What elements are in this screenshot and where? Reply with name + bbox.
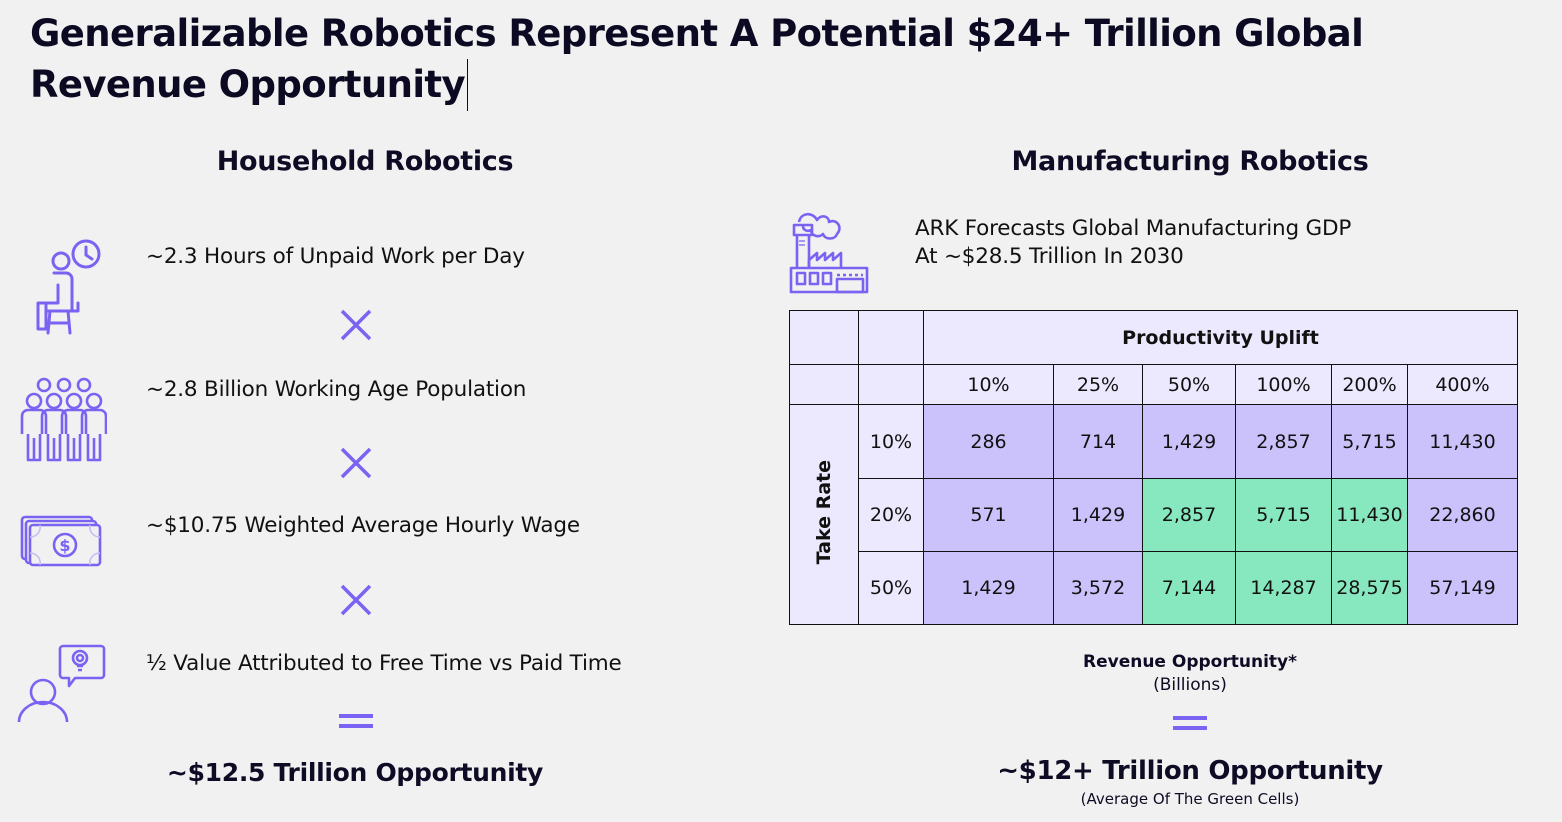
household-item-value: ½ Value Attributed to Free Time vs Paid … xyxy=(146,651,622,676)
column-header: 400% xyxy=(1407,364,1518,405)
table-cell: 714 xyxy=(1053,404,1143,479)
equals-bar xyxy=(339,724,373,728)
table-row: 50% 1,429 3,572 7,144 14,287 28,575 57,1… xyxy=(790,551,1518,625)
table-row: Take Rate 10% 286 714 1,429 2,857 5,715 … xyxy=(789,404,1518,625)
ark-forecast: ARK Forecasts Global Manufacturing GDP A… xyxy=(915,215,1351,271)
productivity-uplift-header: Productivity Uplift xyxy=(923,310,1518,365)
column-header: 200% xyxy=(1331,364,1408,405)
svg-text:$: $ xyxy=(59,536,70,555)
household-item-wage: ~$10.75 Weighted Average Hourly Wage xyxy=(146,513,580,538)
table-cell: 2,857 xyxy=(1142,478,1236,552)
household-item-population: ~2.8 Billion Working Age Population xyxy=(146,377,527,402)
page-title: Generalizable Robotics Represent A Poten… xyxy=(30,8,1430,111)
money-icon: $ xyxy=(20,515,102,567)
table-row: 20% 571 1,429 2,857 5,715 11,430 22,860 xyxy=(790,478,1518,552)
manufacturing-heading: Manufacturing Robotics xyxy=(1011,146,1369,177)
table-cell: 3,572 xyxy=(1053,551,1143,625)
table-cell: 1,429 xyxy=(1142,404,1236,479)
population-icon xyxy=(17,376,107,464)
column-header: 25% xyxy=(1053,364,1143,405)
multiply-icon xyxy=(339,446,373,480)
text-cursor xyxy=(467,59,469,111)
multiply-icon xyxy=(339,583,373,617)
table-cell: 22,860 xyxy=(1407,478,1518,552)
take-rate-label: Take Rate xyxy=(813,459,835,565)
table-cell: 5,715 xyxy=(1331,404,1408,479)
table-cell: 57,149 xyxy=(1407,551,1518,625)
household-result: ~$12.5 Trillion Opportunity xyxy=(166,758,544,787)
column-header: 50% xyxy=(1142,364,1236,405)
ark-forecast-line2: At ~$28.5 Trillion In 2030 xyxy=(915,244,1184,269)
equals-icon xyxy=(339,714,373,734)
table-cell: 571 xyxy=(923,478,1054,552)
equals-icon xyxy=(1173,716,1207,736)
corner-cell xyxy=(789,364,859,405)
corner-cell xyxy=(789,310,859,365)
row-header: 20% xyxy=(858,478,924,552)
table-cell: 1,429 xyxy=(1053,478,1143,552)
table-cell: 7,144 xyxy=(1142,551,1236,625)
corner-cell xyxy=(858,364,924,405)
table-cell: 5,715 xyxy=(1235,478,1332,552)
page-title-text: Generalizable Robotics Represent A Poten… xyxy=(30,12,1364,106)
row-header: 10% xyxy=(858,404,924,479)
manufacturing-result: ~$12+ Trillion Opportunity xyxy=(997,756,1383,786)
factory-icon xyxy=(789,210,869,294)
table-cell: 28,575 xyxy=(1331,551,1408,625)
table-cell: 11,430 xyxy=(1331,478,1408,552)
take-rate-header: Take Rate xyxy=(789,404,859,625)
table-cell: 1,429 xyxy=(923,551,1054,625)
equals-bar xyxy=(339,714,373,718)
equals-bar xyxy=(1173,716,1207,720)
revenue-caption-units: (Billions) xyxy=(1153,675,1227,695)
person-clock-icon xyxy=(28,237,108,337)
row-header: 50% xyxy=(858,551,924,625)
household-heading: Household Robotics xyxy=(216,146,514,177)
revenue-table: Productivity Uplift 10% 25% 50% 100% 200… xyxy=(789,310,1518,625)
corner-cell xyxy=(858,310,924,365)
column-header: 100% xyxy=(1235,364,1332,405)
revenue-caption: Revenue Opportunity* xyxy=(1083,652,1297,672)
table-cell: 11,430 xyxy=(1407,404,1518,479)
multiply-icon xyxy=(339,308,373,342)
table-cell: 14,287 xyxy=(1235,551,1332,625)
productivity-uplift-label: Productivity Uplift xyxy=(1122,326,1319,349)
equals-bar xyxy=(1173,726,1207,730)
table-cell: 286 xyxy=(923,404,1054,479)
manufacturing-result-note: (Average Of The Green Cells) xyxy=(1080,790,1300,808)
ark-forecast-line1: ARK Forecasts Global Manufacturing GDP xyxy=(915,216,1352,241)
table-cell: 2,857 xyxy=(1235,404,1332,479)
column-header: 10% xyxy=(923,364,1054,405)
person-idea-icon xyxy=(17,642,107,726)
household-item-hours: ~2.3 Hours of Unpaid Work per Day xyxy=(146,244,525,269)
